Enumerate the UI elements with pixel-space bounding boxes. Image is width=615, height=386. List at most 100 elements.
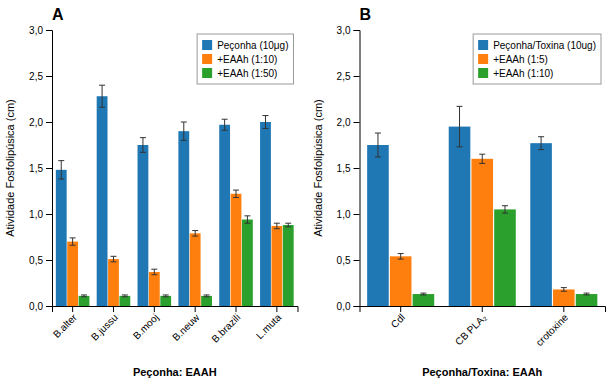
tick-label: crotoxine: [534, 311, 571, 348]
error-bar: [244, 216, 250, 223]
bar: [271, 226, 282, 306]
tick-label: 1,5: [29, 163, 43, 174]
bar: [119, 296, 130, 306]
x-tick: B.alter: [51, 306, 80, 340]
tick-label: 2,0: [29, 117, 43, 128]
bar-series: [56, 85, 271, 306]
bar-series: [390, 154, 575, 306]
tick-mark: [46, 214, 52, 215]
legend-label: +EAAh (1:10): [493, 68, 553, 79]
y-tick: 0,0: [337, 301, 360, 312]
plot-area: [367, 106, 597, 306]
axis-domain: [360, 307, 606, 313]
error-bar: [122, 295, 128, 297]
tick-label: 2,5: [337, 71, 351, 82]
tick-label: B.mooj: [131, 312, 161, 342]
y-axis: 0,00,51,01,52,02,53,0: [29, 25, 52, 312]
bar-series: [367, 106, 552, 306]
error-bar: [457, 106, 463, 146]
bar: [471, 159, 493, 306]
error-bar: [151, 269, 157, 275]
axis-domain: [354, 31, 361, 307]
bar: [219, 125, 230, 306]
tick-label: 1,0: [29, 209, 43, 220]
legend-swatch: [478, 68, 488, 78]
x-tick: L.muta: [254, 306, 284, 341]
y-tick: 2,0: [29, 117, 52, 128]
bar: [413, 294, 435, 306]
bar: [449, 127, 471, 306]
bar: [160, 296, 171, 306]
legend: Peçonha (10μg)+EAAh (1:10)+EAAh (1:50): [197, 34, 293, 84]
error-bar: [222, 119, 228, 130]
tick-label: 3,0: [29, 25, 43, 36]
tick-label: B.neuw: [170, 311, 202, 343]
tick-label: L.muta: [254, 311, 284, 341]
tick-mark: [72, 306, 73, 312]
bar: [576, 294, 598, 306]
bar-series: [67, 190, 282, 306]
bar: [494, 209, 516, 306]
x-axis-title: Peçonha: EAAH: [133, 366, 217, 378]
legend: Peçonha/Toxina (10ug)+EAAh (1:5)+EAAh (1…: [473, 34, 601, 84]
tick-label: 3,0: [337, 25, 351, 36]
bar-series: [79, 216, 294, 306]
y-tick: 0,0: [29, 301, 52, 312]
panel: 0,00,51,01,52,02,53,0B.alterB.jussuB.moo…: [4, 6, 298, 378]
x-axis: B.alterB.jussuB.moojB.neuwB.braziliL.mut…: [51, 306, 298, 345]
y-axis-title: Atividade Fosfolipúsica (cm): [4, 99, 16, 237]
bar: [149, 272, 160, 306]
legend-label: +EAAh (1:5): [493, 54, 548, 65]
error-bar: [584, 293, 590, 295]
x-tick: B.jussu: [89, 306, 120, 343]
bar: [138, 145, 149, 306]
error-bar: [561, 288, 567, 292]
tick-mark: [276, 306, 277, 312]
bar: [553, 289, 575, 306]
tick-label: B.jussu: [89, 312, 120, 343]
legend-label: +EAAh (1:10): [217, 54, 277, 65]
tick-label: 0,5: [337, 255, 351, 266]
legend-label: +EAAh (1:50): [217, 68, 277, 79]
error-bar: [110, 256, 116, 262]
y-tick: 3,0: [29, 25, 52, 36]
x-axis: Cdl CB PLA₂ crotoxine: [360, 306, 606, 348]
bar-series: [413, 206, 598, 306]
bar: [178, 131, 189, 306]
x-tick: crotoxine: [534, 306, 571, 348]
tick-mark: [482, 306, 483, 312]
panel: 0,00,51,01,52,02,53,0CdlCB PLA₂crotoxine…: [312, 6, 606, 378]
tick-mark: [46, 306, 52, 307]
error-bar: [163, 295, 169, 297]
tick-mark: [354, 168, 360, 169]
x-tick: B.neuw: [170, 306, 202, 343]
y-tick: 0,5: [337, 255, 360, 266]
bar: [367, 145, 389, 306]
tick-mark: [236, 306, 237, 312]
title: B: [360, 6, 372, 23]
error-bar: [479, 154, 485, 163]
tick-mark: [46, 260, 52, 261]
tick-mark: [563, 306, 564, 312]
tick-mark: [354, 122, 360, 123]
axis-domain: [46, 31, 53, 307]
plot-area: [56, 85, 294, 306]
y-tick: 1,5: [337, 163, 360, 174]
tick-mark: [154, 306, 155, 312]
tick-label: CB PLA₂: [453, 312, 489, 348]
y-axis-title: Atividade Fosfolipúsica (cm): [312, 99, 324, 237]
error-bar: [502, 206, 508, 213]
bar: [108, 259, 119, 306]
bar: [67, 242, 78, 306]
axis-domain: [53, 307, 299, 313]
legend-box: [473, 34, 601, 84]
tick-label: Cdl: [389, 312, 407, 330]
bar: [242, 220, 253, 306]
tick-mark: [46, 122, 52, 123]
bar: [530, 143, 552, 306]
error-bar: [375, 133, 381, 157]
chart-root: 0,0 0,5 1,0 1,5 2,0 2,5 3,0 B.alter B.jussu B.moo…: [0, 0, 615, 386]
error-bar: [262, 116, 268, 129]
error-bar: [99, 85, 105, 107]
tick-mark: [46, 30, 52, 31]
